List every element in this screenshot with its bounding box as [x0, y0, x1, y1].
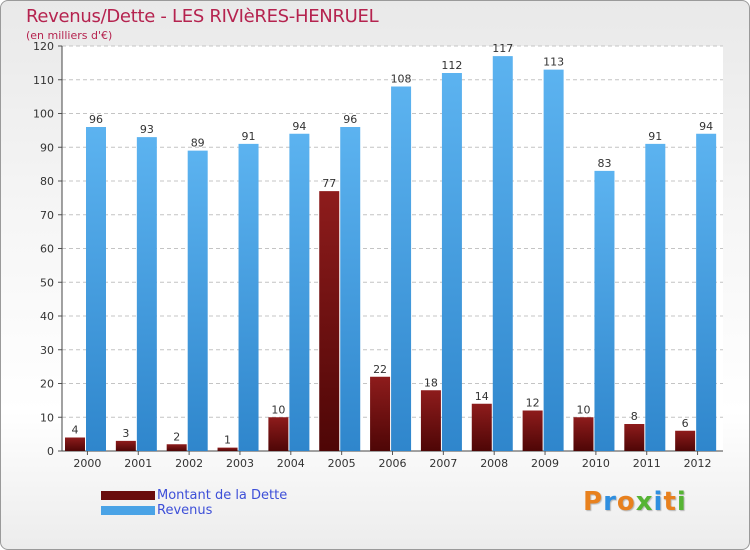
x-tick-label: 2011 [633, 457, 661, 470]
y-tick-label: 40 [40, 310, 54, 323]
y-tick-label: 70 [40, 209, 54, 222]
bar-revenus [391, 86, 412, 451]
data-label-revenus: 112 [441, 59, 462, 72]
data-label-dette: 8 [631, 410, 638, 423]
y-tick-label: 60 [40, 243, 54, 256]
bar-dette [319, 191, 340, 451]
logo-letter: P [583, 487, 604, 517]
proxiti-logo: Proxiti [583, 487, 687, 517]
logo-letter: x [635, 487, 654, 517]
legend-item-dette: Montant de la Dette [101, 488, 287, 503]
y-tick-label: 20 [40, 378, 54, 391]
bar-revenus [441, 73, 462, 451]
x-tick-label: 2001 [124, 457, 152, 470]
bar-revenus [289, 133, 310, 451]
y-tick-label: 120 [33, 40, 54, 53]
data-label-revenus: 117 [492, 42, 513, 55]
data-label-dette: 2 [173, 430, 180, 443]
bar-dette [115, 440, 136, 451]
bar-dette [268, 417, 289, 451]
data-label-revenus: 113 [543, 56, 564, 69]
y-tick-label: 80 [40, 175, 54, 188]
bar-revenus [492, 56, 513, 451]
y-tick-label: 110 [33, 74, 54, 87]
data-label-revenus: 108 [391, 73, 412, 86]
bar-revenus [696, 133, 717, 451]
logo-letter: i [676, 487, 687, 517]
data-label-dette: 22 [373, 363, 387, 376]
x-tick-label: 2005 [328, 457, 356, 470]
x-tick-label: 2010 [582, 457, 610, 470]
data-label-revenus: 91 [648, 130, 662, 143]
bar-dette [675, 430, 696, 451]
bar-dette [471, 403, 492, 451]
data-label-revenus: 91 [242, 130, 256, 143]
y-tick-label: 0 [47, 445, 54, 458]
data-label-revenus: 96 [89, 113, 103, 126]
y-tick-label: 100 [33, 108, 54, 121]
x-tick-label: 2003 [226, 457, 254, 470]
data-label-dette: 1 [224, 434, 231, 447]
data-label-dette: 18 [424, 376, 438, 389]
data-label-dette: 10 [576, 403, 590, 416]
x-tick-label: 2002 [175, 457, 203, 470]
data-label-revenus: 93 [140, 123, 154, 136]
logo-letter: o [616, 487, 636, 517]
legend-swatch-revenus [101, 506, 155, 515]
data-label-dette: 77 [322, 177, 336, 190]
legend-swatch-dette [101, 491, 155, 500]
bar-revenus [340, 127, 361, 451]
bar-revenus [543, 69, 564, 451]
bar-revenus [238, 143, 259, 451]
x-tick-label: 2004 [277, 457, 305, 470]
bar-dette [573, 417, 594, 451]
legend-item-revenus: Revenus [101, 503, 287, 518]
data-label-revenus: 96 [343, 113, 357, 126]
x-tick-label: 2000 [73, 457, 101, 470]
bar-dette [624, 424, 645, 451]
bar-dette [522, 410, 543, 451]
bar-dette [217, 447, 238, 451]
data-label-dette: 6 [682, 417, 689, 430]
y-tick-label: 30 [40, 344, 54, 357]
logo-letter: r [603, 487, 617, 517]
data-label-revenus: 94 [699, 120, 713, 133]
data-label-dette: 10 [271, 403, 285, 416]
data-label-revenus: 89 [191, 137, 205, 150]
x-tick-label: 2007 [429, 457, 457, 470]
bar-dette [420, 390, 441, 451]
legend: Montant de la Dette Revenus [101, 488, 287, 518]
x-tick-label: 2012 [684, 457, 712, 470]
y-tick-label: 50 [40, 276, 54, 289]
bar-revenus [594, 170, 615, 451]
data-label-revenus: 94 [292, 120, 306, 133]
bar-revenus [136, 137, 157, 451]
logo-letter: i [653, 487, 664, 517]
x-tick-label: 2009 [531, 457, 559, 470]
data-label-revenus: 83 [597, 157, 611, 170]
data-label-dette: 14 [475, 390, 489, 403]
bar-revenus [86, 127, 106, 451]
y-tick-label: 90 [40, 141, 54, 154]
x-tick-label: 2008 [480, 457, 508, 470]
bar-revenus [187, 150, 208, 451]
bar-dette [166, 444, 187, 451]
legend-label-dette: Montant de la Dette [157, 488, 288, 503]
bar-dette [65, 437, 85, 451]
data-label-dette: 4 [72, 424, 79, 437]
chart-title: Revenus/Dette - LES RIVIèRES-HENRUEL [26, 6, 379, 27]
x-tick-label: 2006 [379, 457, 407, 470]
legend-label-revenus: Revenus [157, 503, 213, 518]
bar-revenus [645, 143, 666, 451]
bar-dette [370, 376, 391, 451]
y-tick-label: 10 [40, 411, 54, 424]
logo-letter: t [663, 487, 677, 517]
data-label-dette: 12 [526, 397, 540, 410]
data-label-dette: 3 [122, 427, 129, 440]
chart-subtitle: (en milliers d'€) [26, 29, 113, 42]
